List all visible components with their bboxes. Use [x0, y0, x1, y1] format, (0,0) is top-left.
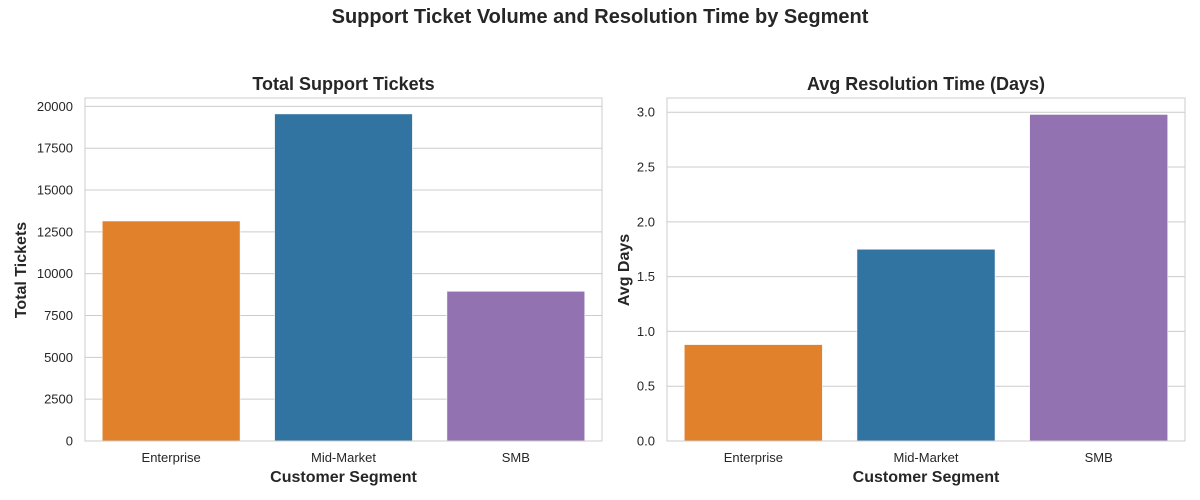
subplot-title: Avg Resolution Time (Days): [807, 74, 1045, 94]
plot-area-frame: [666, 97, 1186, 442]
y-tick-label: 20000: [37, 99, 73, 114]
x-tick-label: Mid-Market: [893, 450, 958, 465]
x-axis-label: Customer Segment: [853, 469, 1000, 486]
bar-series: [683, 114, 1169, 442]
bar-enterprise: [683, 344, 823, 442]
subplot-avg-resolution: Avg Resolution Time (Days) 0.0 0.5 1.0 1.5 2…: [616, 74, 1186, 486]
x-tick-label: Enterprise: [724, 450, 783, 465]
subplot-title: Total Support Tickets: [252, 74, 434, 94]
y-tick-label: 2.5: [637, 160, 655, 175]
y-tick-label: 0.5: [637, 379, 655, 394]
bar-mid-market: [856, 248, 996, 442]
x-tick-label: SMB: [1085, 450, 1113, 465]
y-tick-labels: 0.0 0.5 1.0 1.5 2.0 2.5 3.0: [637, 105, 655, 449]
y-tick-label: 15000: [37, 183, 73, 198]
x-tick-label: Enterprise: [142, 450, 201, 465]
x-axis-label: Customer Segment: [270, 469, 417, 486]
y-axis-label: Avg Days: [616, 234, 633, 306]
subplot-total-tickets: Total Support Tickets 0 2500 5000 7500 10000…: [13, 74, 603, 486]
bar-mid-market: [274, 113, 413, 442]
y-tick-label: 1.0: [637, 324, 655, 339]
bar-series: [101, 113, 586, 442]
y-tick-label: 2.0: [637, 214, 655, 229]
x-tick-label: SMB: [502, 450, 530, 465]
y-tick-label: 17500: [37, 141, 73, 156]
y-tick-label: 2500: [44, 392, 73, 407]
x-tick-labels: Enterprise Mid-Market SMB: [724, 450, 1113, 465]
plot-area-frame: [84, 97, 603, 442]
y-tick-labels: 0 2500 5000 7500 10000 12500 15000 17500 20000: [37, 99, 73, 449]
bar-enterprise: [101, 220, 241, 442]
y-tick-label: 1.5: [637, 269, 655, 284]
x-tick-labels: Enterprise Mid-Market SMB: [142, 450, 530, 465]
x-tick-label: Mid-Market: [311, 450, 376, 465]
bar-smb: [446, 290, 586, 442]
y-tick-label: 3.0: [637, 105, 655, 120]
bar-smb: [1029, 114, 1169, 442]
y-tick-label: 10000: [37, 266, 73, 281]
y-tick-label: 0: [66, 434, 73, 449]
figure-title: Support Ticket Volume and Resolution Tim…: [331, 6, 869, 28]
y-tick-label: 5000: [44, 350, 73, 365]
y-axis-label: Total Tickets: [13, 222, 30, 318]
y-tick-label: 0.0: [637, 434, 655, 449]
y-tick-label: 7500: [44, 308, 73, 323]
y-tick-label: 12500: [37, 224, 73, 239]
